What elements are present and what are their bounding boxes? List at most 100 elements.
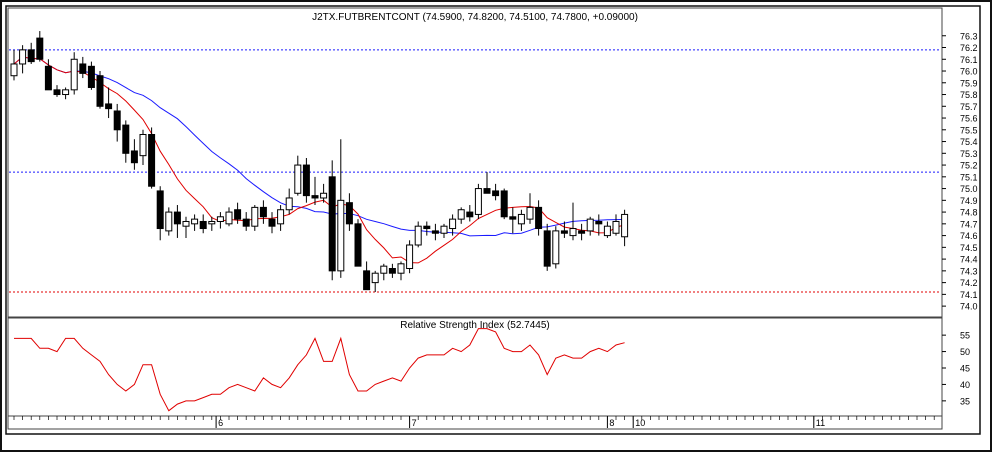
candle-body-up — [612, 220, 620, 234]
candle-body-up — [216, 216, 224, 222]
candle-body-down — [509, 216, 517, 220]
price-y-tick-label: 75.2 — [960, 161, 978, 171]
candle — [612, 214, 620, 236]
candle — [44, 59, 52, 91]
candle — [526, 193, 534, 224]
candle — [311, 176, 319, 206]
time-tick-label: 8 — [609, 418, 614, 428]
price-y-tick-label: 74.8 — [960, 208, 978, 218]
candle — [552, 226, 560, 269]
price-y-tick-label: 75.8 — [960, 90, 978, 100]
candle — [173, 205, 181, 238]
candle-body-up — [10, 63, 18, 77]
candle — [27, 42, 35, 64]
price-y-tick-label: 75.6 — [960, 114, 978, 124]
time-axis: 6 7 8 10 11 — [7, 415, 943, 430]
price-y-tick-label: 76.1 — [960, 55, 978, 65]
candle — [191, 214, 199, 231]
candle-body-down — [423, 225, 431, 230]
candle-body-down — [595, 220, 603, 225]
candle — [535, 200, 543, 236]
candle-body-down — [535, 206, 543, 230]
candle-body-down — [242, 218, 250, 227]
candle — [302, 158, 310, 203]
price-y-tick-label: 74.9 — [960, 196, 978, 206]
price-y-tick-label: 74.4 — [960, 255, 978, 265]
candle-body-down — [44, 65, 52, 91]
candle — [578, 223, 586, 241]
candle-body-up — [371, 272, 379, 284]
candle-body-up — [277, 209, 285, 225]
candle-body-up — [621, 213, 629, 238]
time-axis-ticks: 6 7 8 10 11 — [13, 416, 935, 428]
inner-border — [5, 5, 981, 435]
price-y-tick-label: 74.0 — [960, 302, 978, 312]
candle-body-up — [526, 206, 534, 220]
candle-body-up — [337, 199, 345, 272]
time-axis-strip — [7, 415, 943, 430]
candle — [423, 221, 431, 236]
candle — [603, 221, 611, 238]
candle — [87, 61, 95, 90]
candle — [259, 200, 267, 224]
candle-body-up — [139, 133, 147, 157]
candle — [234, 202, 242, 224]
candle — [320, 183, 328, 203]
candle-body-up — [586, 218, 594, 232]
candle-body-down — [345, 202, 353, 225]
candle-body-up — [603, 225, 611, 237]
candle-body-up — [70, 58, 78, 91]
time-tick-label: 6 — [218, 418, 223, 428]
candle-body-down — [363, 270, 371, 291]
candle-body-down — [113, 110, 121, 131]
candle — [543, 223, 551, 271]
candle — [483, 172, 491, 194]
candle — [569, 202, 577, 241]
candle — [122, 120, 130, 163]
candle — [268, 212, 276, 234]
candle-body-down — [328, 176, 336, 272]
candle — [345, 193, 353, 231]
rsi-y-tick-label: 40 — [960, 380, 970, 390]
candle-body-down — [466, 211, 474, 218]
candle — [216, 212, 224, 229]
candle — [466, 205, 474, 222]
price-chart-title: J2TX.FUTBRENTCONT (74.5900, 74.8200, 74.… — [312, 12, 638, 23]
candle — [474, 183, 482, 220]
candle — [251, 205, 259, 231]
candle — [388, 263, 396, 278]
candle-body-down — [259, 206, 267, 218]
rsi-y-tick-label: 35 — [960, 396, 970, 406]
candle — [199, 214, 207, 234]
price-y-tick-label: 74.5 — [960, 243, 978, 253]
candle-body-up — [414, 225, 422, 246]
candle — [586, 216, 594, 236]
candle — [517, 209, 525, 231]
price-y-tick-label: 74.7 — [960, 219, 978, 229]
candle — [277, 205, 285, 231]
candle — [449, 214, 457, 236]
candle-body-down — [87, 65, 95, 88]
candle — [337, 139, 345, 278]
candle-body-down — [302, 164, 310, 197]
candle — [208, 216, 216, 231]
price-y-tick-label: 75.1 — [960, 172, 978, 182]
candle-body-down — [354, 223, 362, 267]
candle-body-up — [380, 265, 388, 274]
candle — [10, 49, 18, 81]
candle-body-down — [199, 220, 207, 230]
price-y-tick-label: 75.5 — [960, 125, 978, 135]
candle — [53, 85, 61, 97]
price-y-tick-label: 75.4 — [960, 137, 978, 147]
moving-averages — [13, 56, 625, 264]
candle-body-up — [569, 228, 577, 237]
candle-body-up — [251, 206, 259, 227]
candle-body-up — [62, 89, 70, 96]
candle — [130, 139, 138, 170]
rsi-line — [14, 328, 625, 412]
candle-body-down — [560, 230, 568, 234]
moving-average-slow-line — [13, 56, 625, 237]
candle — [96, 71, 104, 109]
candle — [509, 207, 517, 234]
